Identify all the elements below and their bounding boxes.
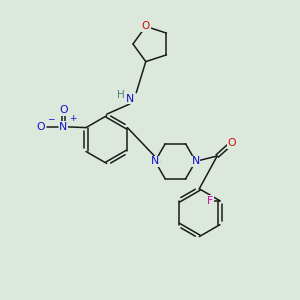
- Text: N: N: [59, 122, 68, 132]
- Text: N: N: [192, 156, 200, 166]
- Text: −: −: [47, 114, 54, 123]
- Text: H: H: [117, 90, 124, 100]
- Text: N: N: [151, 156, 159, 166]
- Text: O: O: [142, 21, 150, 32]
- Text: O: O: [228, 138, 236, 148]
- Text: +: +: [69, 114, 77, 123]
- Text: O: O: [59, 105, 68, 115]
- Text: F: F: [207, 196, 214, 206]
- Text: N: N: [126, 94, 134, 103]
- Text: O: O: [36, 122, 45, 132]
